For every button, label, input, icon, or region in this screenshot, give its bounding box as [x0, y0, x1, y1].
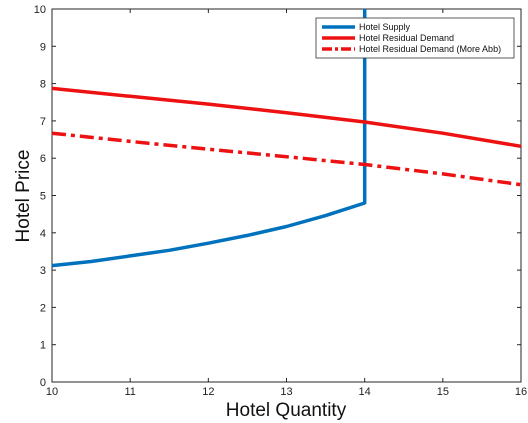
x-tick-label: 13	[280, 386, 292, 398]
y-tick-label: 6	[40, 153, 46, 165]
x-tick-label: 14	[359, 386, 371, 398]
legend-label-1: Hotel Supply	[359, 22, 411, 32]
x-axis-title: Hotel Quantity	[226, 400, 347, 421]
y-tick-label: 1	[40, 340, 46, 352]
series-line-3	[51, 131, 522, 187]
x-tick-label: 15	[437, 386, 449, 398]
y-tick-label: 2	[40, 302, 46, 314]
y-tick-label: 7	[40, 116, 46, 128]
y-tick-label: 8	[40, 79, 46, 91]
legend-label-3: Hotel Residual Demand (More Abb)	[359, 44, 501, 54]
y-tick-label: 9	[40, 41, 46, 53]
y-tick-label: 10	[34, 4, 46, 16]
x-tick-label: 11	[124, 386, 135, 398]
x-tick-label: 12	[202, 386, 214, 398]
series-line-2	[51, 86, 522, 149]
y-axis-title: Hotel Price	[13, 150, 34, 243]
legend-label-2: Hotel Residual Demand	[359, 33, 454, 43]
y-tick-label: 4	[40, 228, 46, 240]
y-tick-label: 3	[40, 265, 46, 277]
x-tick-label: 16	[515, 386, 527, 398]
series-line-1	[51, 9, 367, 268]
y-tick-label: 5	[40, 191, 46, 203]
x-tick-label: 10	[46, 386, 58, 398]
plot-frame	[51, 8, 522, 383]
y-tick-label: 0	[40, 377, 46, 389]
